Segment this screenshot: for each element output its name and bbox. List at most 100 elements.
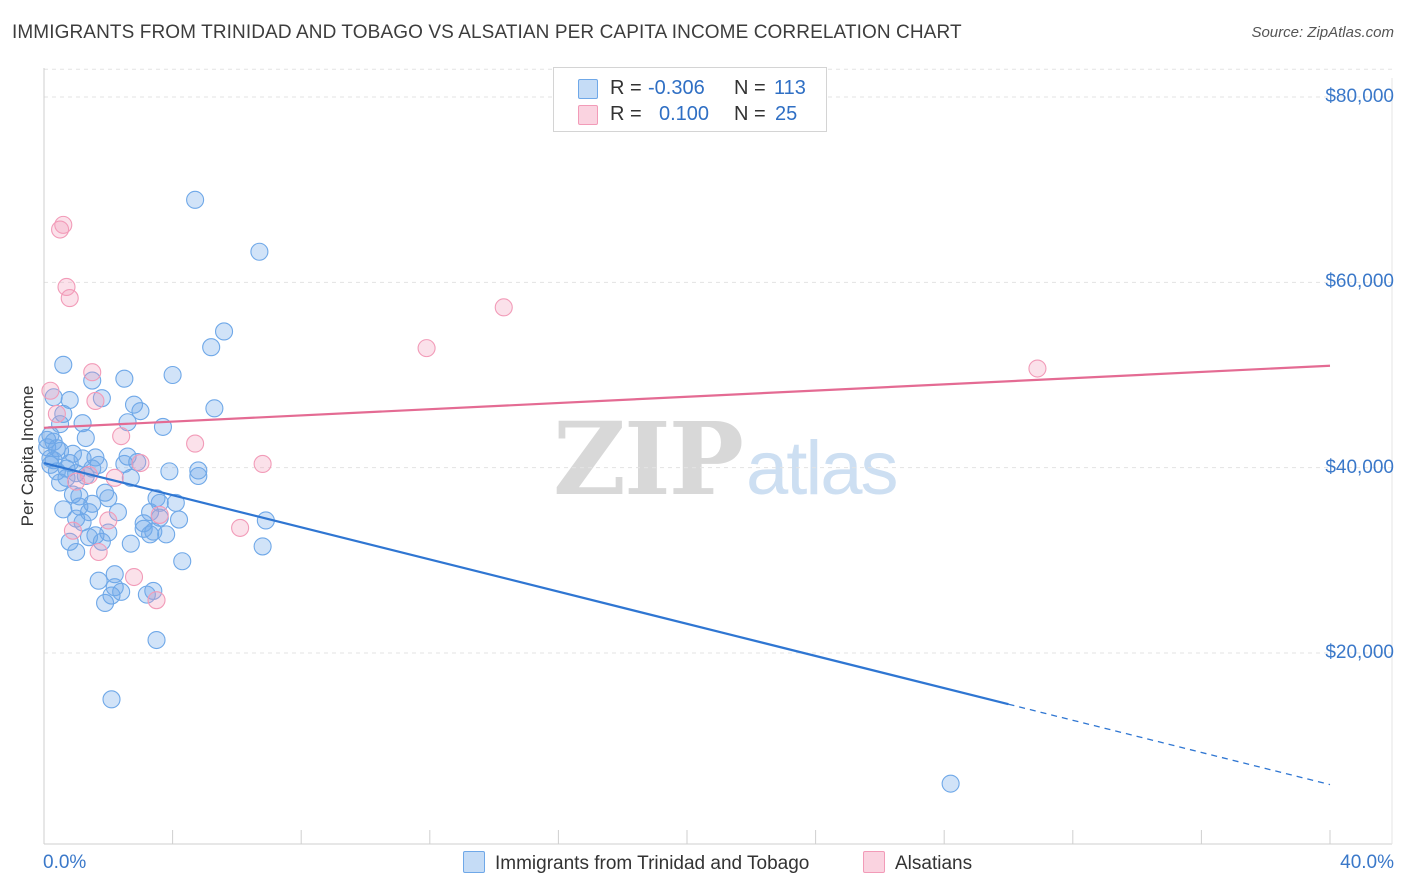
legend-r-value: 0.100 <box>659 103 710 125</box>
alsatian-point <box>60 289 79 308</box>
series-alsatians-points <box>41 215 1047 610</box>
trinidad-point <box>60 532 79 551</box>
trinidad-point <box>124 395 144 414</box>
trinidad-point <box>89 571 108 590</box>
axes <box>43 68 1393 845</box>
trinidad-point <box>253 537 272 556</box>
trinidad-point <box>99 489 118 508</box>
legend-r-label: R = <box>610 103 642 125</box>
legend-n-value: 113 <box>774 77 806 99</box>
trinidad-point <box>147 630 166 650</box>
bottom-legend-trinidad: Immigrants from Trinidad and Tobago <box>463 851 809 875</box>
alsatian-point <box>57 277 76 297</box>
alsatian-point <box>63 521 82 540</box>
chart-source: Source: ZipAtlas.com <box>1251 24 1394 41</box>
trinidad-point <box>47 439 66 458</box>
alsatian-point <box>54 215 73 234</box>
series-trinidad-points <box>38 190 960 793</box>
trinidad-point <box>121 468 140 487</box>
trinidad-trend-extension <box>1008 703 1331 786</box>
chart-title: IMMIGRANTS FROM TRINIDAD AND TOBAGO VS A… <box>12 22 962 43</box>
trinidad-point <box>92 532 111 551</box>
bottom-legend-swatch-alsatians <box>863 851 885 873</box>
x-tick-label-max: 40.0% <box>1340 852 1394 873</box>
alsatian-point <box>47 404 66 423</box>
watermark: ZIPatlas <box>553 400 899 518</box>
legend-n-value: 25 <box>775 103 798 125</box>
legend-r-value: -0.306 <box>648 77 705 99</box>
y-axis-label: Per Capita Income <box>18 385 37 527</box>
trinidad-point <box>141 525 160 544</box>
bottom-legend-swatch-trinidad <box>463 851 485 873</box>
trinidad-point <box>160 462 179 481</box>
trinidad-point <box>73 414 92 433</box>
watermark-atlas: atlas <box>745 426 899 511</box>
bottom-legend-label-alsatians: Alsatians <box>895 853 973 874</box>
alsatian-point <box>186 434 205 453</box>
trinidad-point <box>60 390 79 410</box>
trinidad-point <box>157 525 176 544</box>
gridlines <box>44 68 1392 654</box>
alsatian-point <box>417 339 436 358</box>
alsatian-trend-line <box>43 364 1331 429</box>
trinidad-point <box>205 399 224 418</box>
trinidad-point <box>96 593 115 613</box>
trinidad-point <box>186 190 205 209</box>
trinidad-point <box>96 483 115 502</box>
trinidad-point <box>189 466 208 486</box>
trinidad-point <box>163 365 182 385</box>
alsatian-point <box>150 505 169 524</box>
alsatian-point <box>105 468 124 487</box>
trinidad-point <box>76 428 95 448</box>
trinidad-point <box>105 578 124 597</box>
alsatian-point <box>494 298 513 317</box>
y-tick-label: $80,000 <box>1325 86 1394 107</box>
alsatian-point <box>124 567 144 587</box>
trinidad-point <box>83 494 102 513</box>
bottom-legend-label-trinidad: Immigrants from Trinidad and Tobago <box>495 853 810 874</box>
legend-n-label: N = <box>734 77 766 99</box>
alsatian-point <box>253 454 272 474</box>
legend-n-label: N = <box>734 103 766 125</box>
legend-swatch-alsatians <box>578 105 598 125</box>
bottom-legend-alsatians: Alsatians <box>863 851 972 875</box>
alsatian-point <box>83 363 102 382</box>
trinidad-point <box>115 369 134 388</box>
trinidad-point <box>941 774 960 793</box>
trinidad-point <box>102 690 121 709</box>
trinidad-point <box>214 322 234 341</box>
y-tick-label: $20,000 <box>1325 642 1394 663</box>
watermark-zip: ZIP <box>553 400 744 518</box>
trinidad-point <box>63 444 82 463</box>
trinidad-point <box>105 565 124 584</box>
trend-lines <box>43 364 1331 786</box>
legend-r-label: R = <box>610 77 642 99</box>
alsatian-point <box>1028 359 1047 378</box>
trinidad-point <box>250 242 269 261</box>
alsatian-point <box>231 518 250 537</box>
trinidad-point <box>131 402 150 421</box>
correlation-legend: R = -0.306 N = 113 R = 0.100 N = 25 <box>553 67 827 132</box>
trinidad-point <box>67 542 86 562</box>
trinidad-trend-line <box>43 461 1009 706</box>
alsatian-point <box>41 381 60 400</box>
alsatian-point <box>99 511 118 530</box>
alsatian-point <box>89 542 108 562</box>
alsatian-point <box>112 427 131 446</box>
trinidad-point <box>51 415 70 434</box>
alsatian-point <box>147 591 166 610</box>
y-tick-label: $60,000 <box>1325 271 1394 293</box>
trinidad-point <box>189 461 208 480</box>
alsatian-point <box>131 453 150 473</box>
trinidad-point <box>54 355 73 374</box>
alsatian-point <box>86 391 105 410</box>
x-tick-label-min: 0.0% <box>43 852 87 873</box>
legend-swatch-trinidad <box>578 79 598 99</box>
trinidad-point <box>202 338 221 357</box>
trinidad-point <box>173 552 192 571</box>
trinidad-point <box>169 510 189 529</box>
trinidad-point <box>112 582 131 601</box>
trinidad-point <box>121 534 140 553</box>
y-tick-label: $40,000 <box>1325 456 1394 478</box>
